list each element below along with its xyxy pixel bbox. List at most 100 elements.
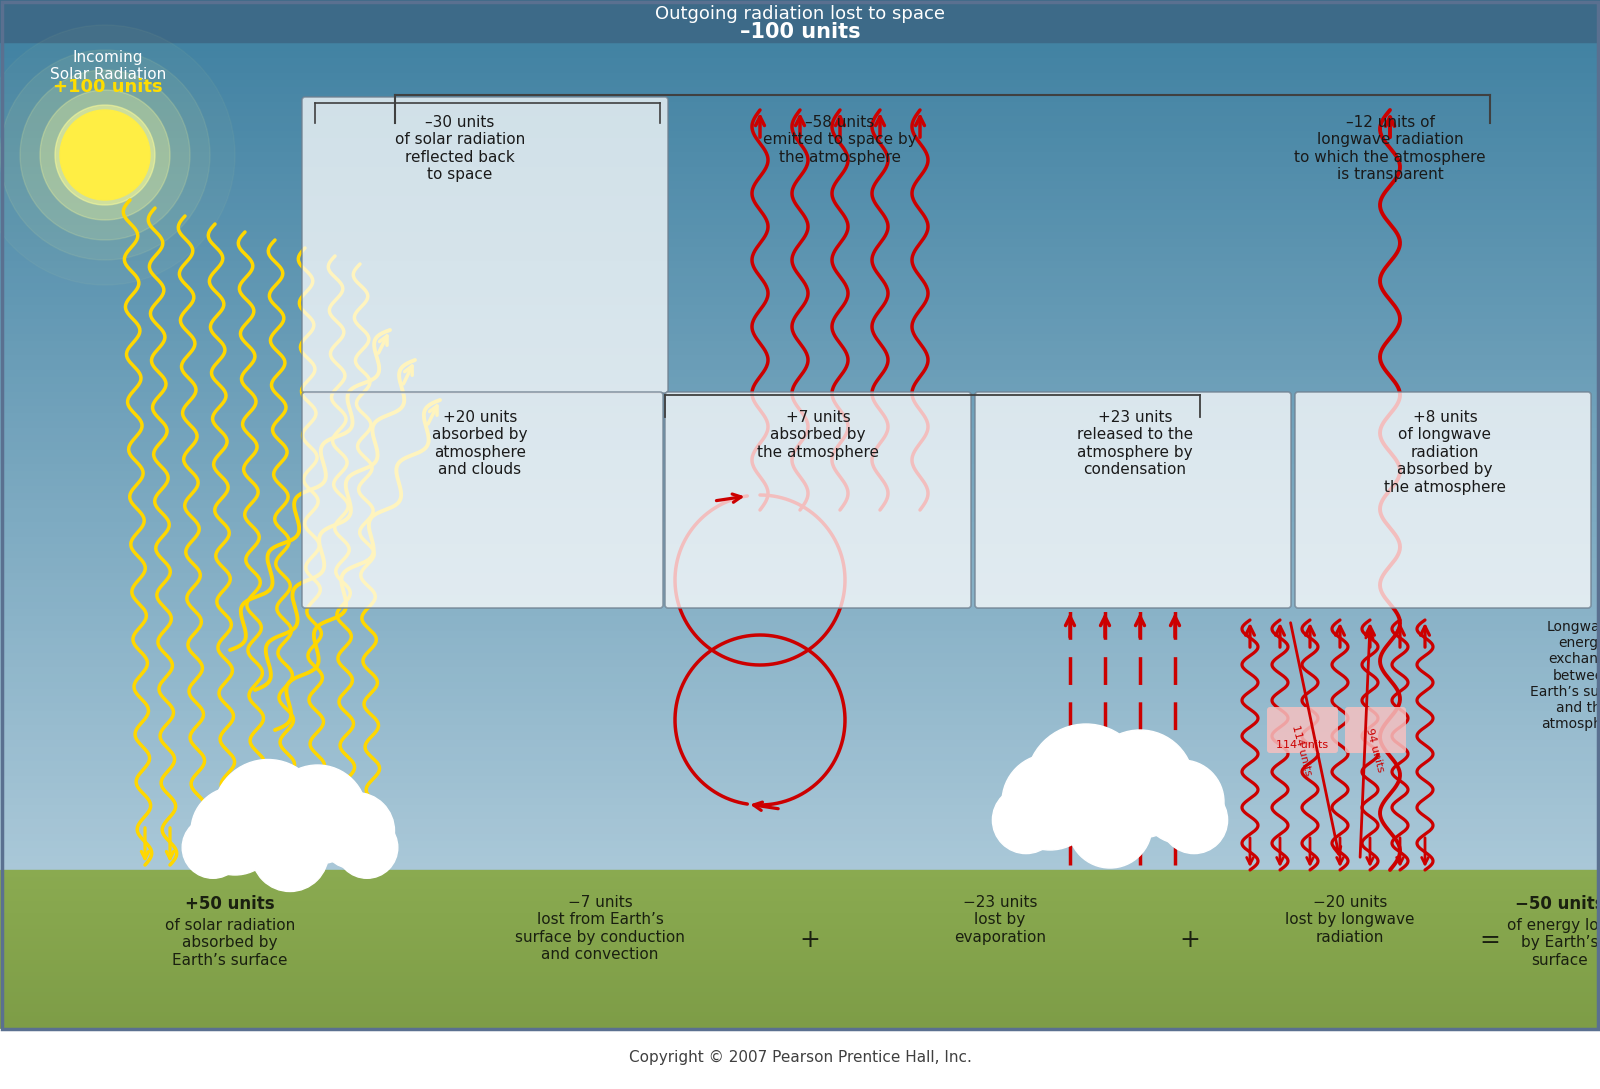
Bar — [0, 969, 1600, 974]
Bar — [0, 420, 1600, 428]
Bar — [0, 181, 1600, 188]
FancyBboxPatch shape — [1294, 392, 1590, 608]
FancyBboxPatch shape — [1267, 707, 1338, 752]
Bar — [0, 203, 1600, 210]
Bar — [0, 870, 1600, 874]
Circle shape — [992, 786, 1059, 854]
Text: Copyright © 2007 Pearson Prentice Hall, Inc.: Copyright © 2007 Pearson Prentice Hall, … — [629, 1050, 971, 1065]
Bar — [0, 725, 1600, 732]
Bar — [0, 769, 1600, 775]
Bar — [0, 696, 1600, 703]
Circle shape — [1069, 784, 1152, 868]
Bar — [0, 921, 1600, 926]
Bar — [0, 966, 1600, 969]
Bar — [0, 909, 1600, 914]
Bar — [0, 384, 1600, 392]
Bar — [0, 305, 1600, 311]
FancyBboxPatch shape — [302, 392, 662, 608]
Text: −7 units
lost from Earth’s
surface by conduction
and convection: −7 units lost from Earth’s surface by co… — [515, 895, 685, 963]
Bar — [0, 51, 1600, 58]
Bar — [0, 174, 1600, 181]
Bar — [0, 515, 1600, 522]
Text: +: + — [1179, 928, 1200, 952]
Bar — [0, 595, 1600, 602]
Bar — [0, 942, 1600, 945]
Circle shape — [182, 817, 243, 879]
Bar — [0, 754, 1600, 761]
Bar — [0, 522, 1600, 529]
Bar — [0, 565, 1600, 573]
Bar — [0, 848, 1600, 856]
Bar — [0, 261, 1600, 268]
Bar — [0, 710, 1600, 718]
Bar — [0, 551, 1600, 559]
Bar — [0, 797, 1600, 805]
Bar — [0, 783, 1600, 791]
Bar — [0, 500, 1600, 507]
Text: 94 units: 94 units — [1365, 726, 1386, 773]
Bar — [0, 906, 1600, 909]
Bar — [0, 856, 1600, 862]
Bar — [0, 739, 1600, 747]
Bar — [0, 65, 1600, 73]
Bar — [0, 450, 1600, 456]
Bar — [0, 152, 1600, 159]
Bar — [0, 159, 1600, 167]
Circle shape — [1086, 730, 1194, 839]
Bar — [0, 117, 1600, 123]
Bar — [0, 283, 1600, 290]
Bar — [0, 962, 1600, 966]
Bar — [0, 14, 1600, 22]
Bar — [0, 246, 1600, 254]
Bar — [0, 791, 1600, 797]
Circle shape — [1002, 754, 1098, 851]
Text: −23 units
lost by
evaporation: −23 units lost by evaporation — [954, 895, 1046, 945]
FancyBboxPatch shape — [1346, 707, 1406, 752]
Circle shape — [190, 787, 278, 874]
Bar — [0, 1017, 1600, 1021]
Bar — [0, 87, 1600, 95]
Text: =: = — [1480, 928, 1501, 952]
Bar — [0, 882, 1600, 885]
Bar — [0, 652, 1600, 660]
Bar — [0, 732, 1600, 739]
Bar — [0, 210, 1600, 218]
Bar — [0, 897, 1600, 902]
Text: 114 units: 114 units — [1291, 723, 1314, 776]
Text: +50 units: +50 units — [186, 895, 275, 913]
Bar — [0, 1025, 1600, 1029]
Circle shape — [251, 815, 328, 892]
Bar — [0, 101, 1600, 109]
Bar — [0, 0, 1600, 42]
Bar — [0, 1013, 1600, 1017]
Bar — [0, 989, 1600, 993]
Bar — [0, 428, 1600, 435]
Text: Incoming
Solar Radiation: Incoming Solar Radiation — [50, 50, 166, 83]
FancyBboxPatch shape — [974, 392, 1291, 608]
Bar — [0, 543, 1600, 551]
Bar — [0, 406, 1600, 413]
Bar — [0, 478, 1600, 486]
Circle shape — [317, 793, 395, 869]
Bar — [0, 377, 1600, 384]
Circle shape — [40, 90, 170, 220]
Bar — [0, 167, 1600, 174]
Bar — [0, 775, 1600, 783]
Bar — [0, 812, 1600, 819]
Bar — [0, 268, 1600, 276]
Circle shape — [0, 50, 210, 260]
Text: 114 units: 114 units — [1275, 741, 1328, 750]
Bar — [0, 573, 1600, 580]
Bar — [0, 36, 1600, 44]
Bar — [0, 998, 1600, 1001]
Bar — [0, 145, 1600, 152]
Bar — [0, 862, 1600, 870]
Bar — [0, 22, 1600, 29]
Bar — [0, 79, 1600, 87]
Bar — [0, 638, 1600, 646]
Text: −50 units: −50 units — [1515, 895, 1600, 913]
Bar — [0, 624, 1600, 631]
Bar — [0, 363, 1600, 370]
Bar — [0, 631, 1600, 638]
Bar — [0, 926, 1600, 930]
